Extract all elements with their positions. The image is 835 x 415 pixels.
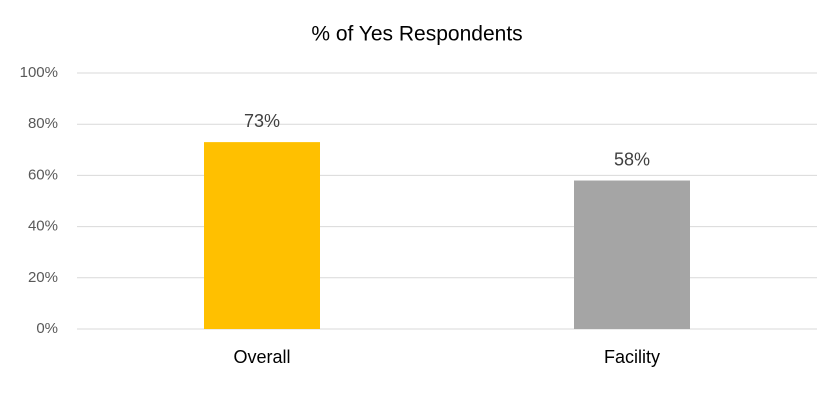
chart-title: % of Yes Respondents [311, 23, 522, 46]
y-tick-label: 60% [28, 166, 58, 183]
x-tick-label: Facility [604, 347, 660, 367]
y-tick-label: 40% [28, 218, 58, 235]
y-tick-label: 80% [28, 115, 58, 132]
y-tick-label: 20% [28, 269, 58, 286]
x-tick-label: Overall [233, 347, 290, 367]
value-label: 58% [614, 149, 650, 169]
y-tick-label: 100% [20, 64, 58, 81]
value-label: 73% [244, 111, 280, 131]
bar [574, 180, 690, 329]
y-tick-label: 0% [36, 320, 58, 337]
bar [204, 142, 320, 329]
